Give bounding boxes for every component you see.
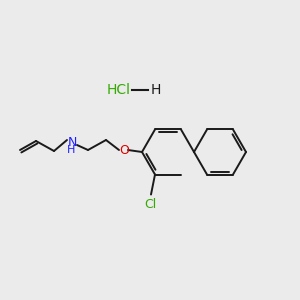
Text: O: O [119,143,129,157]
Text: HCl: HCl [107,83,131,97]
Text: H: H [67,145,75,155]
Text: H: H [151,83,161,97]
Text: Cl: Cl [144,198,156,211]
Text: N: N [67,136,77,148]
